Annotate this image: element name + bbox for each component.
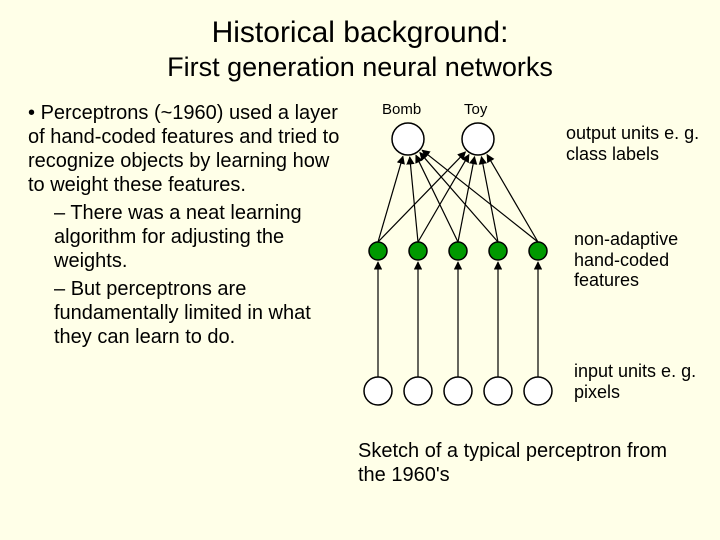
output-label-bomb: Bomb <box>382 101 421 118</box>
bullet-sub-2: But perceptrons are fundamentally limite… <box>54 277 348 349</box>
bullet-sub-1: There was a neat learning algorithm for … <box>54 201 348 273</box>
output-label-toy: Toy <box>464 101 487 118</box>
title-line2: First generation neural networks <box>0 52 720 83</box>
side-label-input: input units e. g. pixels <box>574 361 714 402</box>
diagram-caption: Sketch of a typical perceptron from the … <box>358 439 698 487</box>
diagram-region: Bomb Toy output units e. g. class labels… <box>348 101 700 481</box>
perceptron-diagram <box>348 101 578 431</box>
bullet-main: Perceptrons (~1960) used a layer of hand… <box>28 101 348 197</box>
side-label-output: output units e. g. class labels <box>566 123 716 164</box>
title-line1: Historical background: <box>0 16 720 50</box>
side-label-hidden: non-adaptive hand-coded features <box>574 229 714 291</box>
bullet-text-block: Perceptrons (~1960) used a layer of hand… <box>28 101 348 481</box>
